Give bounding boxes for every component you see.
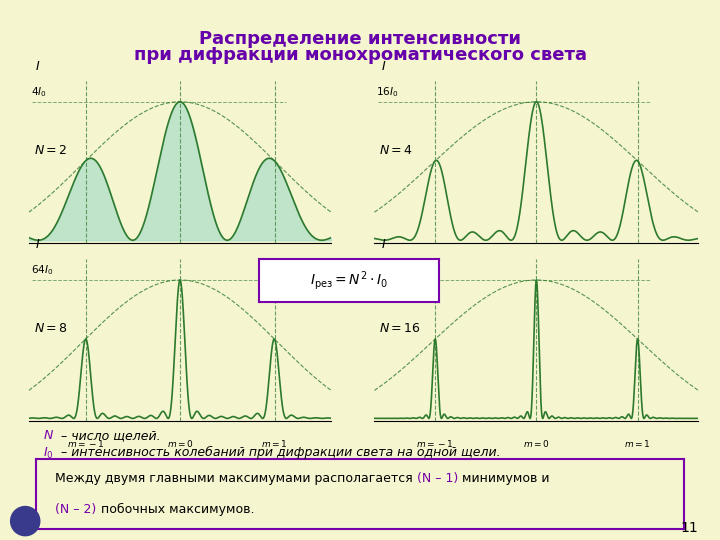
Text: при дифракции монохроматического света: при дифракции монохроматического света (133, 46, 587, 64)
Text: $m=1$: $m=1$ (624, 260, 651, 271)
Text: 11: 11 (680, 521, 698, 535)
Text: $I$: $I$ (381, 238, 386, 251)
Text: побочных максимумов.: побочных максимумов. (96, 503, 254, 516)
Text: $m=-1$: $m=-1$ (66, 260, 104, 271)
Text: $4I_0$: $4I_0$ (31, 85, 47, 99)
Text: $m=-1$: $m=-1$ (416, 438, 454, 449)
Text: $64I_0$: $64I_0$ (31, 264, 53, 277)
Text: – интенсивность колебаний при дифракции света на одной щели.: – интенсивность колебаний при дифракции … (61, 446, 501, 458)
Text: минимумов и: минимумов и (459, 472, 550, 485)
Text: $N=16$: $N=16$ (379, 322, 421, 335)
Text: $I$: $I$ (35, 238, 40, 251)
Text: $N$: $N$ (43, 429, 54, 442)
Text: Распределение интенсивности: Распределение интенсивности (199, 30, 521, 48)
Text: $256I_0$: $256I_0$ (377, 264, 405, 277)
Text: – число щелей.: – число щелей. (61, 429, 161, 442)
Text: $m=0$: $m=0$ (166, 438, 194, 449)
Text: $m=1$: $m=1$ (624, 438, 651, 449)
Text: $I_0$: $I_0$ (43, 446, 54, 461)
Text: $I_{\rm рез} = N^2 \cdot I_0$: $I_{\rm рез} = N^2 \cdot I_0$ (310, 269, 388, 292)
Text: $I$: $I$ (381, 60, 386, 73)
Text: Между двумя главными максимумами располагается: Между двумя главными максимумами распола… (55, 472, 417, 485)
Circle shape (11, 507, 40, 536)
Text: $m=0$: $m=0$ (523, 438, 550, 449)
Text: $N=4$: $N=4$ (379, 144, 413, 157)
Text: (N – 1): (N – 1) (417, 472, 459, 485)
Text: $N=2$: $N=2$ (34, 144, 67, 157)
Text: $m=-1$: $m=-1$ (66, 438, 104, 449)
Text: $N=8$: $N=8$ (34, 322, 68, 335)
Text: $m=1$: $m=1$ (261, 260, 288, 271)
Text: $m=0$: $m=0$ (523, 260, 550, 271)
Text: $16I_0$: $16I_0$ (377, 85, 399, 99)
Text: $m=-1$: $m=-1$ (416, 260, 454, 271)
Text: (N – 2): (N – 2) (55, 503, 96, 516)
Text: $I$: $I$ (35, 60, 40, 73)
Text: $m=1$: $m=1$ (261, 438, 288, 449)
Text: $m=0$: $m=0$ (166, 260, 194, 271)
